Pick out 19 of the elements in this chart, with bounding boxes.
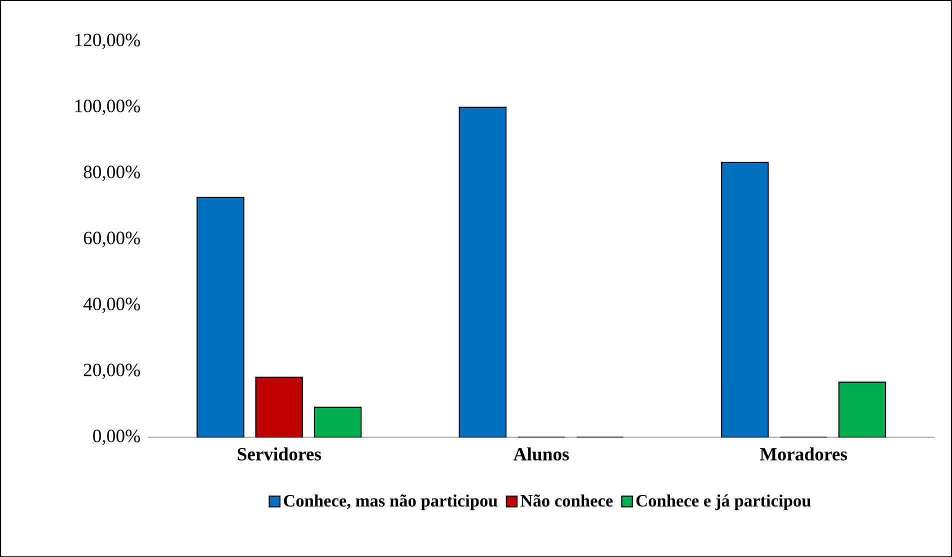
- bar: [458, 106, 507, 438]
- bar: [721, 162, 769, 438]
- y-tick-label: 20,00%: [84, 364, 140, 379]
- bar: [255, 376, 303, 438]
- bar: [838, 382, 886, 438]
- legend-label: Conhece, mas não participou: [284, 494, 498, 510]
- y-tick-label: 100,00%: [75, 100, 140, 115]
- legend-label: Não conhece: [520, 494, 613, 506]
- x-tick-label: Servidores: [238, 447, 322, 460]
- bar: [196, 196, 244, 438]
- legend-label: Conhece e já participou: [636, 494, 811, 510]
- y-tick-label: 0,00%: [93, 430, 140, 445]
- y-tick-label: 60,00%: [84, 232, 140, 247]
- x-tick-label: Moradores: [760, 447, 848, 460]
- x-tick-label: Alunos: [514, 447, 569, 460]
- bar: [314, 406, 362, 438]
- y-tick-label: 120,00%: [75, 34, 140, 49]
- y-tick-label: 40,00%: [83, 298, 140, 313]
- y-tick-label: 80,00%: [84, 166, 140, 181]
